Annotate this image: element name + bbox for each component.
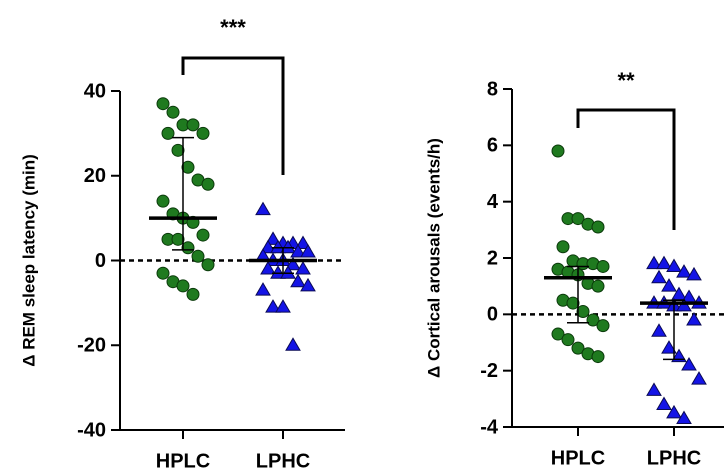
point [571,212,585,226]
y-tick-label: 6 [487,135,498,157]
point [666,404,682,419]
point [285,256,301,271]
point [156,266,170,280]
point [300,244,316,258]
y-tick-label: 2 [487,247,498,269]
panel: -4 -2 0 2 4 6 8 Δ Cortical arousals (events/h) H… [424,68,724,469]
point [285,337,301,351]
point [270,265,286,279]
point [681,357,697,371]
point [676,410,692,425]
point [576,305,590,319]
point [646,255,662,270]
y-tick-label: 0 [487,304,498,326]
significance-label: *** [220,15,246,40]
point [290,244,306,258]
y-tick-label: 8 [487,78,498,100]
point [270,239,286,254]
point [201,258,215,272]
point [161,126,175,140]
point [586,313,600,327]
point [265,231,281,245]
x-tick-label: LPHC [256,450,310,471]
point [295,235,311,250]
point [196,126,210,140]
point [561,333,575,347]
point [156,194,170,208]
point [300,277,316,292]
point [280,239,296,254]
point [290,273,306,288]
point [686,311,702,326]
point [275,299,291,313]
y-tick-label: -2 [480,360,498,382]
y-tick-label: 40 [84,80,106,102]
point [201,177,215,191]
point [651,269,667,284]
significance-bracket [576,108,676,230]
significance-label: ** [617,68,635,93]
x-tick-label: LPHC [647,447,701,469]
point [646,382,662,396]
point [656,396,672,410]
y-tick-label: -4 [480,416,499,438]
point [181,241,195,255]
point [671,348,687,363]
point [551,144,565,158]
point [176,279,190,293]
point [591,279,605,293]
point [171,232,185,246]
point [186,287,200,301]
point [596,259,610,273]
y-tick-label: -20 [77,335,106,357]
point [686,266,702,281]
point [196,228,210,242]
point [166,105,180,119]
point [591,220,605,234]
x-tick-label: HPLC [156,450,210,471]
y-tick-label: 20 [84,165,106,187]
y-axis-label: Δ REM sleep latency (min) [19,154,38,367]
point [571,341,585,355]
point [666,258,682,272]
point [260,239,276,254]
point [191,249,205,263]
y-tick-label: 4 [487,191,499,213]
point [181,160,195,174]
point [676,297,692,312]
point [295,260,311,275]
point [661,278,677,292]
point [171,143,185,157]
point [591,350,605,364]
y-tick-label: 0 [95,250,106,272]
point [656,255,672,270]
point [186,118,200,132]
point [651,323,667,337]
point [556,240,570,254]
point [596,319,610,333]
point [661,340,677,354]
point [156,97,170,111]
point [255,282,271,296]
point [566,296,580,310]
point [280,265,296,279]
point [551,327,565,341]
significance-bracket [181,56,285,175]
y-tick-label: -40 [77,419,106,441]
point [265,299,281,313]
point [260,260,276,275]
panel: -40 -20 0 20 40 Δ REM sleep latency (min) HPLC… [19,15,345,471]
point [676,264,692,278]
point [691,371,707,385]
x-tick-label: HPLC [551,447,605,469]
y-axis-label: Δ Cortical arousals (events/h) [424,138,443,378]
point [255,201,271,216]
